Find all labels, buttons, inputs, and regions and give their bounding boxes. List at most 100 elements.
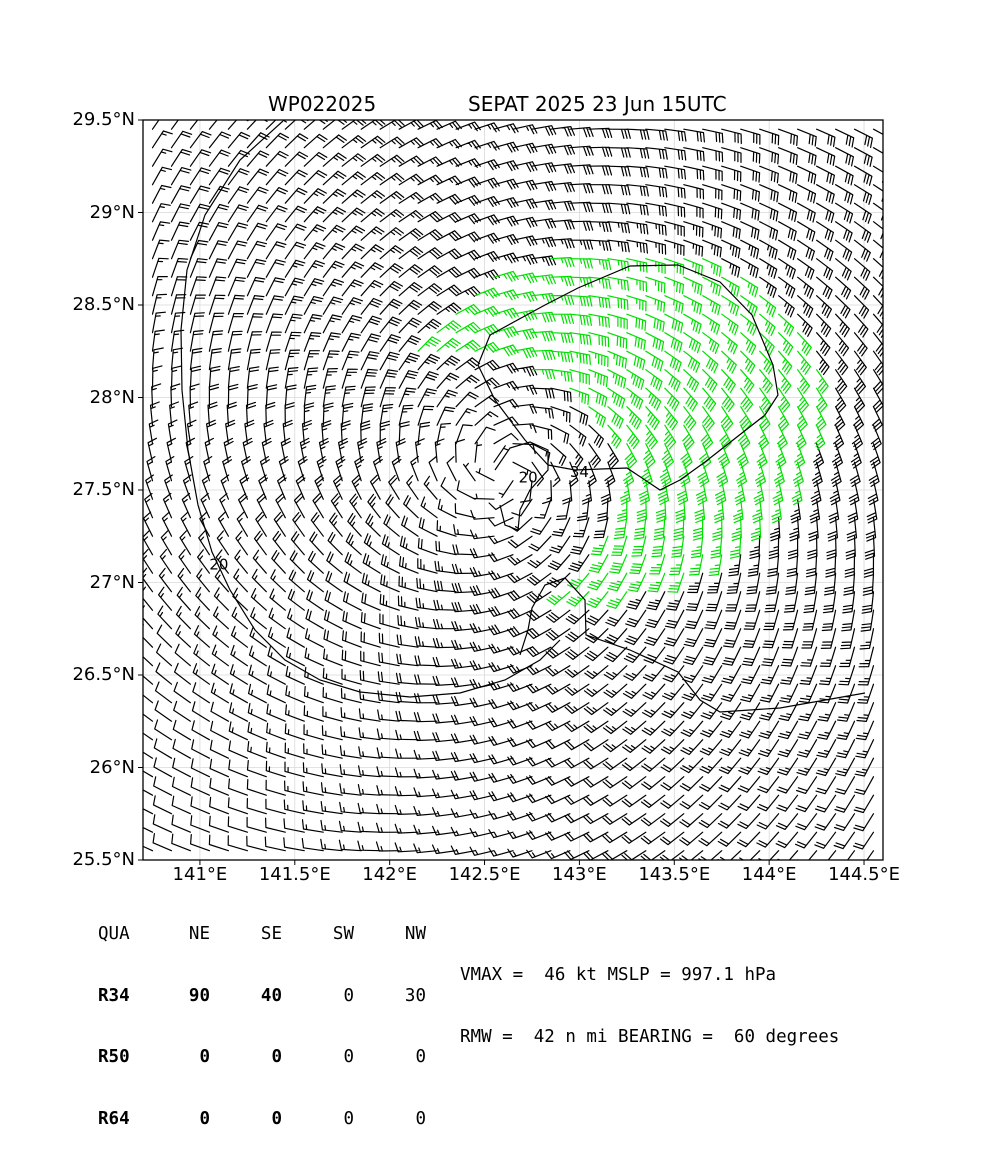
wind-barb — [156, 643, 173, 667]
wind-barb — [583, 702, 609, 716]
wind-barb — [197, 549, 210, 574]
wind-barb — [624, 628, 647, 646]
wind-barb — [549, 535, 571, 554]
wind-barb — [322, 134, 347, 149]
wind-barb — [190, 834, 210, 852]
wind-barb — [488, 735, 514, 746]
wind-barb — [833, 831, 856, 850]
wind-barb — [493, 252, 519, 264]
radii-header-qua: QUA — [98, 924, 130, 944]
wind-barb — [545, 812, 571, 823]
wind-barb — [797, 147, 817, 166]
wind-barb — [828, 498, 840, 524]
wind-barb — [436, 193, 462, 205]
wind-barb — [379, 263, 404, 278]
wind-barb — [603, 665, 628, 681]
wind-barb — [261, 437, 272, 463]
wind-barb — [604, 461, 616, 488]
wind-barb — [358, 727, 381, 741]
wind-barb — [398, 137, 424, 149]
wind-barb — [626, 424, 640, 450]
wind-barb — [341, 153, 366, 167]
wind-barb — [602, 776, 628, 789]
wind-barb — [284, 295, 304, 315]
wind-barb — [853, 387, 866, 413]
wind-barb — [526, 830, 552, 840]
wind-barb — [146, 456, 156, 482]
wind-barb — [550, 332, 574, 344]
wind-barb — [683, 350, 701, 373]
wind-barb — [227, 222, 249, 241]
wind-barb — [645, 165, 668, 179]
wind-barb — [531, 218, 557, 229]
wind-barb — [759, 128, 780, 146]
wind-barb — [698, 850, 723, 860]
wind-barb — [303, 384, 317, 408]
wind-barb — [785, 572, 799, 595]
wind-barb — [564, 831, 590, 842]
wind-barb — [526, 665, 552, 676]
wind-barb — [284, 241, 307, 260]
wind-barb — [649, 554, 666, 575]
wind-barb — [455, 321, 481, 334]
wind-barb — [545, 776, 571, 786]
wind-barb — [708, 554, 723, 577]
wind-barb — [664, 276, 685, 295]
wind-barb — [740, 128, 761, 145]
wind-barb — [526, 756, 552, 767]
wind-barb — [360, 315, 382, 334]
wind-barb — [528, 535, 552, 552]
wind-barb — [789, 517, 800, 542]
wind-barb — [778, 406, 790, 432]
wind-barb — [339, 745, 362, 759]
wind-barb — [341, 385, 356, 408]
wind-barb — [588, 332, 610, 348]
wind-barb — [433, 619, 457, 630]
wind-barb — [307, 550, 324, 574]
wind-barb — [358, 708, 381, 722]
wind-barb — [470, 529, 495, 540]
wind-barb — [870, 424, 882, 451]
wind-barb — [265, 223, 288, 241]
wind-barb — [760, 665, 780, 685]
wind-barb — [777, 757, 799, 776]
radii-header-row: QUA NE SE SW NW — [98, 924, 426, 945]
wind-barb — [284, 277, 305, 297]
wind-barb — [759, 221, 779, 241]
wind-barb — [394, 823, 419, 834]
wind-barb — [417, 353, 441, 371]
wind-barb — [299, 437, 310, 463]
wind-barb — [626, 313, 647, 331]
wind-barb — [246, 816, 267, 833]
wind-barb — [642, 683, 666, 700]
wind-barb — [531, 330, 556, 342]
wind-barb — [512, 443, 536, 455]
wind-barb — [810, 480, 822, 506]
wind-barb — [360, 120, 386, 130]
wind-barb — [507, 682, 533, 692]
wind-barb — [189, 330, 204, 352]
wind-barb — [417, 247, 443, 260]
radii-label: R64 — [98, 1108, 130, 1129]
wind-barb — [583, 850, 609, 860]
wind-barb — [190, 777, 210, 796]
wind-barb — [436, 248, 462, 260]
wind-barb — [797, 128, 817, 147]
wind-barb — [600, 480, 612, 505]
wind-barb — [151, 347, 164, 371]
wind-barb — [673, 517, 685, 541]
wind-barb — [151, 383, 162, 408]
wind-barb — [853, 276, 870, 300]
wind-barb — [339, 783, 362, 796]
wind-barb — [569, 387, 590, 405]
wind-barb — [526, 683, 552, 694]
wind-barb — [189, 167, 211, 186]
wind-barb — [440, 477, 457, 500]
wind-barb — [872, 276, 883, 300]
wind-barb — [303, 743, 324, 759]
wind-barb — [189, 383, 200, 408]
wind-barb — [222, 456, 233, 482]
wind-barb — [321, 420, 332, 445]
wind-barb — [209, 758, 229, 778]
wind-barb — [341, 243, 365, 260]
